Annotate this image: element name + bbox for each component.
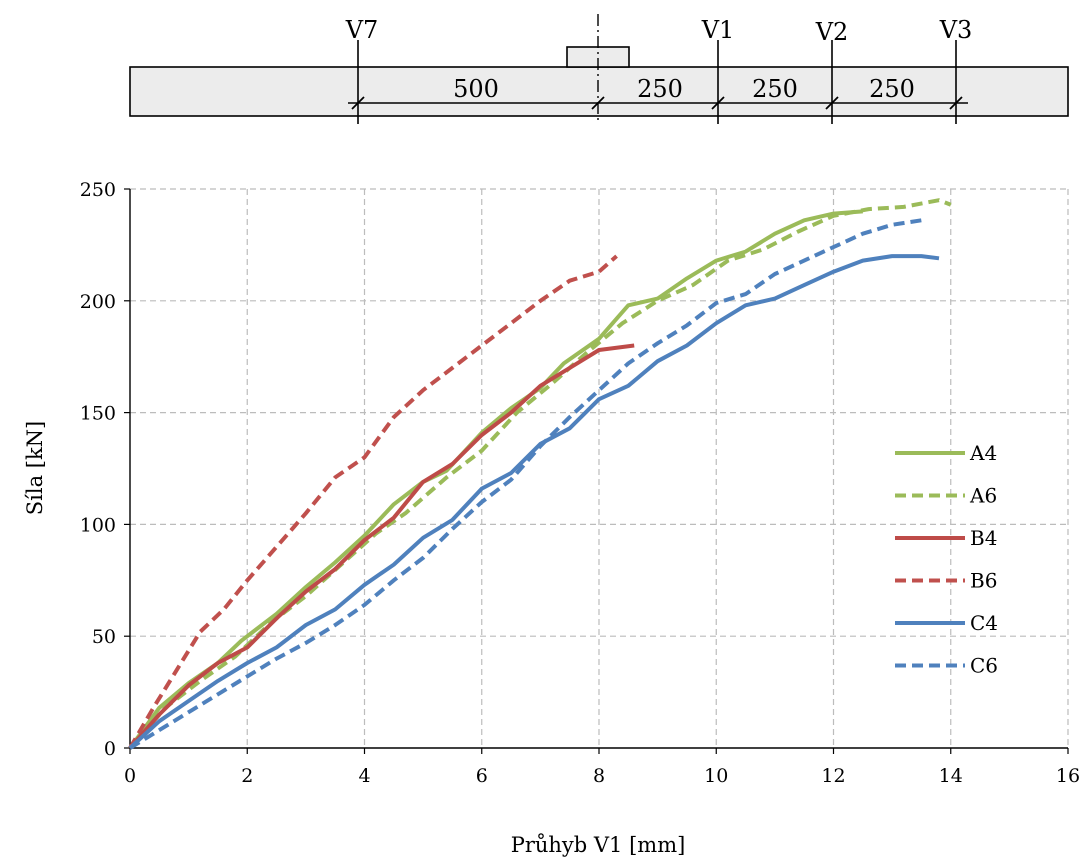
beam-body [129, 66, 1069, 117]
series-line-a4 [128, 209, 863, 750]
grid [130, 188, 1069, 748]
dimension-label-1: 500 [453, 75, 499, 103]
y-tick-labels: 0 50 100 150 200 250 [80, 179, 116, 760]
dimension-label-3: 250 [752, 75, 798, 103]
y-tick-label: 50 [92, 626, 116, 648]
x-tick-label: 10 [704, 765, 728, 787]
y-tick-label: 250 [80, 179, 116, 201]
series-line-c6 [128, 218, 922, 750]
series-line-b6 [128, 254, 618, 750]
legend-label-a6: A6 [969, 484, 997, 508]
legend-label-c6: C6 [970, 654, 998, 678]
dimension-ticks [351, 96, 963, 110]
x-tick-label: 6 [476, 765, 488, 787]
legend-label-b6: B6 [970, 569, 997, 593]
series-line-a6 [128, 198, 952, 750]
axes [124, 188, 1069, 754]
x-tick-label: 8 [593, 765, 605, 787]
y-axis-label: Síla [kN] [23, 421, 47, 516]
section-label-v2: V2 [815, 18, 849, 46]
series-lines [128, 198, 952, 750]
x-tick-label: 12 [821, 765, 845, 787]
x-tick-label: 2 [241, 765, 253, 787]
y-tick-label: 150 [80, 403, 116, 425]
x-tick-label: 16 [1056, 765, 1080, 787]
dimension-label-4: 250 [869, 75, 915, 103]
section-label-v7: V7 [345, 16, 379, 44]
section-label-v3: V3 [939, 16, 973, 44]
section-label-v1: V1 [701, 16, 735, 44]
x-axis-label: Průhyb V1 [mm] [511, 833, 686, 857]
x-tick-labels: 0 2 4 6 8 10 12 14 16 [124, 765, 1080, 787]
y-tick-label: 200 [80, 291, 116, 313]
legend-label-a4: A4 [969, 441, 997, 465]
y-tick-label: 0 [104, 738, 116, 760]
x-tick-label: 4 [358, 765, 370, 787]
legend-label-b4: B4 [970, 526, 997, 550]
x-tick-label: 0 [124, 765, 136, 787]
x-tick-label: 14 [939, 765, 963, 787]
beam-diagram: V7 V1 V2 V3 500 250 250 250 [129, 14, 1069, 124]
dimension-label-2: 250 [637, 75, 683, 103]
series-line-b4 [128, 343, 635, 750]
legend: A4 A6 B4 B6 C4 C6 [895, 441, 998, 678]
y-tick-label: 100 [80, 514, 116, 536]
legend-label-c4: C4 [970, 611, 998, 635]
